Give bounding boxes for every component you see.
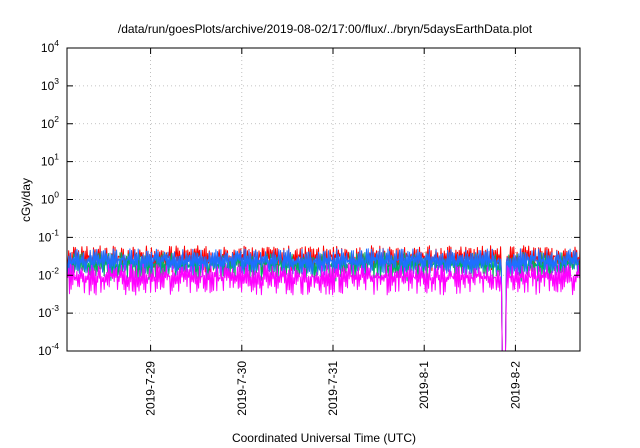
x-tick-label: 2019-7-29 [144, 361, 158, 416]
y-tick-label: 102 [41, 114, 59, 131]
ticks: 10-4 10-3 10-2 10-1 100 101 102 103 104 2019-7-29… [38, 38, 580, 416]
x-tick-label: 2019-7-31 [326, 361, 340, 416]
series-group [66, 245, 581, 352]
y-tick-label: 10-1 [38, 227, 59, 244]
y-axis-label: cGy/day [19, 178, 33, 222]
series-line [66, 263, 581, 352]
x-axis-label: Coordinated Universal Time (UTC) [232, 431, 416, 445]
chart-title: /data/run/goesPlots/archive/2019-08-02/1… [118, 22, 533, 36]
x-tick-label: 2019-7-30 [235, 361, 249, 416]
x-tick-label: 2019-8-2 [508, 361, 522, 409]
y-tick-label: 104 [41, 38, 59, 55]
y-tick-label: 10-3 [38, 303, 59, 320]
y-tick-label: 103 [41, 76, 59, 93]
y-tick-label: 10-2 [38, 265, 59, 282]
y-tick-label: 101 [41, 152, 59, 169]
x-tick-label: 2019-8-1 [417, 361, 431, 409]
series-line [66, 248, 581, 352]
y-tick-label: 10-4 [38, 341, 59, 358]
y-tick-label: 100 [41, 190, 59, 207]
grid [67, 48, 580, 351]
